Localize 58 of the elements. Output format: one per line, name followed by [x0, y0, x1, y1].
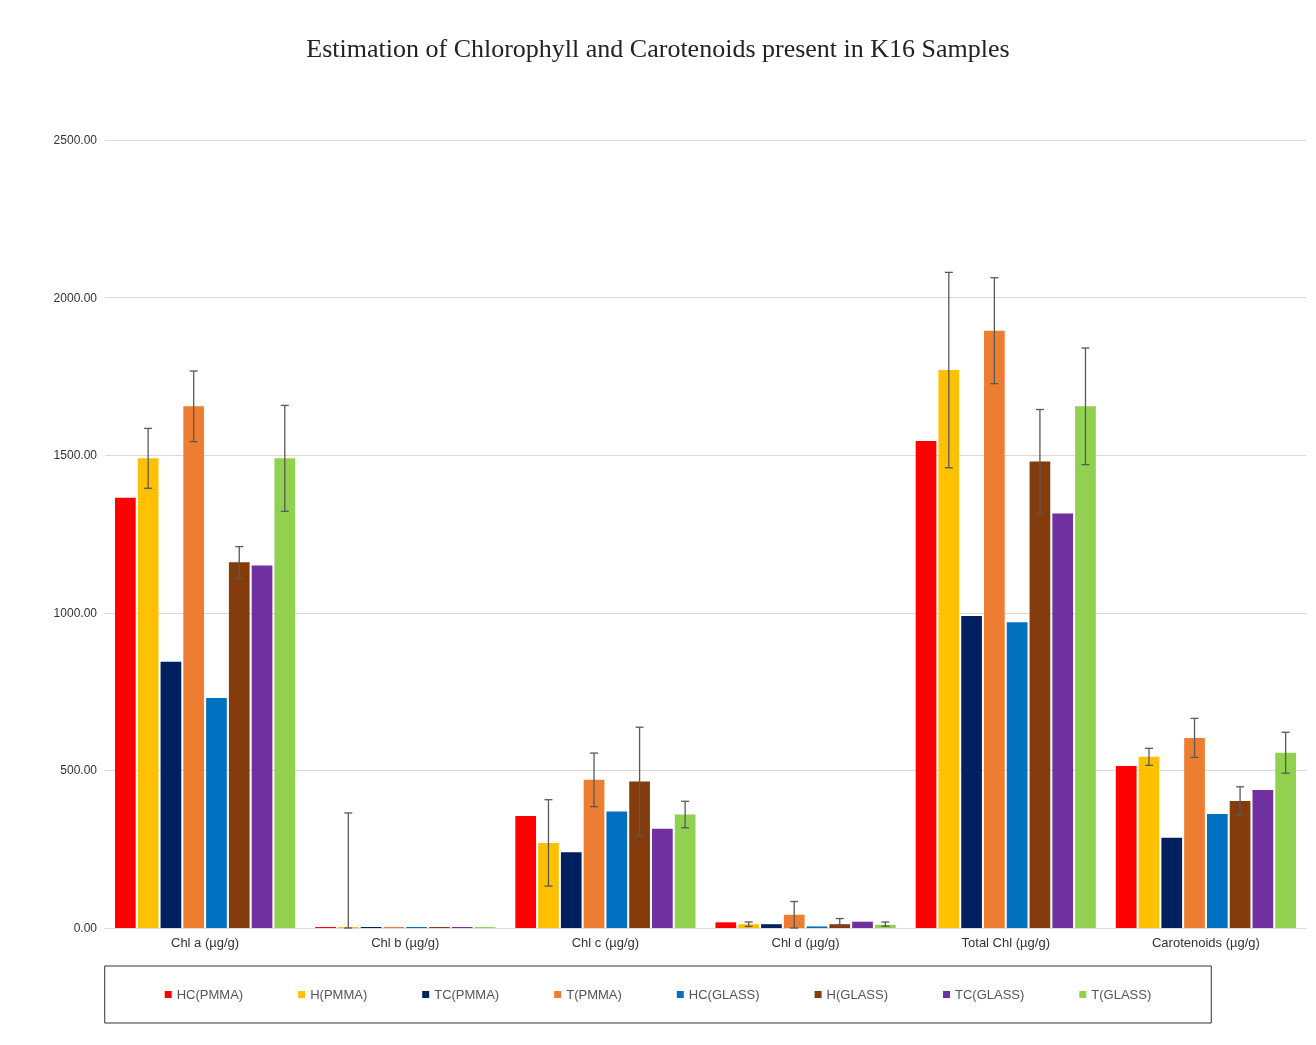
bar: [715, 922, 737, 928]
bar: [228, 562, 250, 928]
y-tick-label: 1500.00: [53, 448, 98, 463]
legend-label: TC(GLASS): [954, 987, 1025, 1002]
bar: [137, 458, 159, 928]
bar: [1161, 837, 1183, 928]
bar: [1029, 461, 1051, 928]
bar: [606, 811, 628, 928]
bar: [652, 828, 673, 928]
y-tick-label: 2000.00: [53, 290, 98, 305]
bar: [1075, 406, 1096, 928]
bar: [115, 497, 136, 928]
y-tick-label: 1000.00: [53, 605, 98, 620]
bar: [274, 458, 296, 928]
y-tick-label: 0.00: [73, 921, 98, 935]
legend-label: HC(GLASS): [688, 987, 760, 1002]
x-tick-label: Carotenoids (µg/g): [1151, 935, 1260, 950]
bar: [583, 779, 605, 928]
bar: [938, 370, 960, 928]
x-tick-label: Chl a (µg/g): [170, 935, 240, 950]
bar: [783, 914, 805, 928]
bar: [829, 924, 851, 928]
legend-label: T(PMMA): [566, 987, 622, 1002]
bar: [1206, 813, 1228, 928]
bar: [560, 852, 582, 928]
legend-label: H(GLASS): [826, 987, 888, 1002]
bar: [674, 814, 696, 928]
bar: [160, 661, 182, 928]
legend-label: T(GLASS): [1091, 987, 1152, 1002]
bar: [251, 565, 273, 928]
bar: [515, 816, 537, 928]
bar: [1115, 765, 1137, 928]
bar: [1229, 800, 1251, 928]
bar: [538, 842, 559, 928]
bar: [961, 615, 982, 928]
legend-label: H(PMMA): [310, 987, 368, 1002]
bar: [1275, 752, 1296, 928]
bar: [1252, 789, 1274, 928]
x-tick-label: Total Chl (µg/g): [961, 935, 1050, 950]
x-tick-label: Chl c (µg/g): [571, 935, 640, 950]
bar: [1138, 756, 1160, 928]
bar: [984, 330, 1005, 928]
bar: [761, 924, 782, 928]
bar: [1052, 513, 1074, 928]
x-tick-label: Chl b (µg/g): [371, 935, 440, 950]
legend-label: TC(PMMA): [434, 987, 500, 1002]
legend-label: HC(PMMA): [176, 987, 244, 1002]
bar: [1006, 622, 1028, 928]
x-tick-label: Chl d (µg/g): [771, 935, 840, 950]
bar: [1184, 737, 1205, 928]
bar: [206, 697, 227, 928]
bar: [629, 781, 650, 928]
bar: [852, 921, 873, 928]
bar: [915, 441, 937, 928]
y-tick-label: 2500.00: [53, 133, 98, 147]
bar: [183, 406, 205, 928]
y-tick-label: 500.00: [60, 763, 98, 778]
chart-title: Estimation of Chlorophyll and Carotenoids present in K16 Samples: [306, 33, 1010, 63]
